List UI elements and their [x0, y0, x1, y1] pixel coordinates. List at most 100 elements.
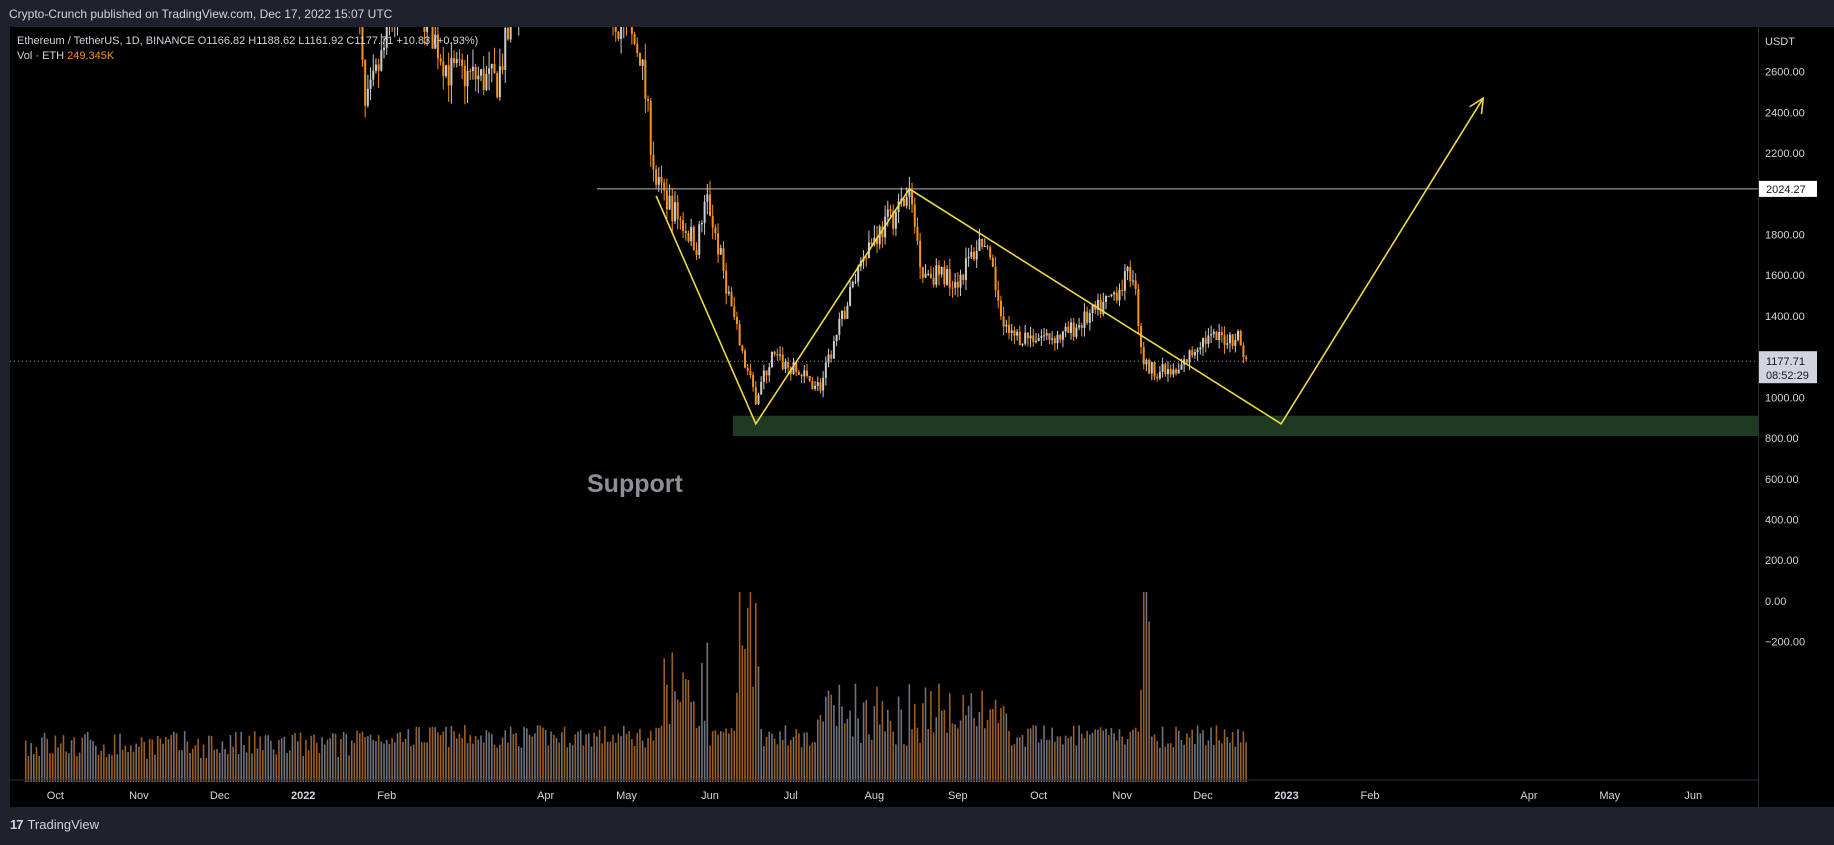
candle-body — [385, 27, 388, 48]
volume-bar — [701, 662, 703, 782]
volume-bar — [229, 735, 232, 782]
volume-bar — [905, 745, 908, 782]
candle-body — [835, 334, 838, 342]
volume-bar — [1167, 743, 1169, 782]
volume-bar — [313, 734, 315, 782]
volume-bar — [415, 726, 418, 782]
volume-bar — [574, 734, 577, 782]
candle-body — [886, 209, 889, 217]
support-zone — [733, 415, 1758, 437]
volume-bar — [940, 710, 943, 782]
y-tick-label: 1400.00 — [1765, 311, 1805, 323]
volume-bar — [46, 738, 49, 782]
hline-price-tag — [1759, 180, 1817, 197]
candle-body — [1231, 334, 1234, 346]
volume-bar — [806, 732, 808, 782]
candle-body — [913, 204, 916, 227]
volume-bar — [913, 703, 916, 782]
volume-bar — [781, 739, 784, 782]
candle-body — [894, 212, 897, 229]
volume-bar — [825, 696, 827, 782]
volume-bar — [544, 729, 547, 782]
volume-bar — [84, 734, 86, 782]
volume-bar — [1110, 728, 1113, 782]
candle-body — [870, 242, 873, 245]
volume-bar — [633, 745, 636, 782]
volume-bar — [423, 742, 426, 782]
volume-bar — [631, 738, 633, 782]
volume-bar — [404, 738, 407, 782]
candle-body — [458, 59, 461, 61]
volume-bar — [528, 734, 531, 782]
candle-body — [970, 251, 973, 257]
volume-bar — [671, 652, 674, 782]
candle-body — [946, 269, 949, 285]
volume-bar — [1229, 742, 1231, 782]
candle-body — [493, 64, 496, 74]
candle-body — [641, 59, 644, 66]
candle-body — [881, 226, 884, 238]
candle-body — [795, 362, 798, 372]
volume-bar — [224, 749, 226, 782]
candle-body — [738, 323, 741, 346]
volume-bar — [369, 734, 372, 782]
volume-bar — [730, 728, 733, 782]
volume-bar — [1008, 730, 1010, 782]
candle-body — [714, 227, 717, 234]
volume-bar — [612, 735, 614, 782]
volume-bar — [967, 705, 970, 782]
x-tick-label: May — [1599, 790, 1620, 802]
publisher-text: Crypto-Crunch published on TradingView.c… — [9, 7, 393, 21]
candle-body — [760, 381, 763, 395]
volume-bar — [30, 743, 32, 782]
volume-bar — [1129, 731, 1132, 782]
candle-body — [614, 27, 617, 32]
candle-body — [843, 310, 846, 319]
volume-bar — [496, 747, 498, 782]
candle-body — [1145, 360, 1148, 365]
volume-bar — [628, 731, 630, 782]
price-axis[interactable] — [1758, 27, 1834, 807]
volume-layer — [24, 592, 1247, 782]
candle-body — [690, 227, 693, 242]
candle-body — [1207, 335, 1210, 344]
volume-bar — [846, 718, 849, 782]
volume-bar — [453, 731, 455, 782]
candle-body — [1193, 352, 1196, 356]
volume-bar — [596, 736, 598, 782]
volume-bar — [1223, 729, 1226, 782]
volume-bar — [1188, 737, 1191, 782]
candle-body — [463, 65, 466, 87]
x-tick-label: Nov — [129, 790, 149, 802]
candle-body — [929, 273, 932, 278]
y-axis-unit: USDT — [1765, 36, 1795, 48]
candle-body — [964, 258, 967, 280]
brand[interactable]: 17 TradingView — [10, 817, 99, 832]
candle-body — [876, 237, 879, 245]
volume-bar — [822, 721, 824, 782]
candle-body — [846, 305, 849, 319]
volume-bar — [811, 742, 814, 782]
volume-bar — [854, 683, 857, 782]
volume-bar — [70, 740, 73, 782]
volume-bar — [477, 739, 480, 782]
candle-body — [466, 70, 469, 87]
volume-bar — [202, 744, 205, 782]
candle-body — [617, 31, 620, 39]
volume-bar — [666, 684, 668, 782]
volume-bar — [450, 726, 453, 782]
volume-bar — [593, 732, 595, 782]
volume-bar — [1048, 739, 1051, 782]
candle-body — [1032, 335, 1035, 343]
volume-bar — [361, 731, 364, 782]
volume-bar — [684, 679, 687, 782]
volume-bar — [903, 744, 905, 782]
legend-volume-line: Vol · ETH 249.345K — [17, 49, 478, 64]
volume-bar — [445, 726, 447, 782]
volume-bar — [429, 727, 431, 782]
volume-bar — [676, 699, 679, 782]
candle-body — [1088, 313, 1091, 323]
support-label: Support — [587, 470, 683, 498]
candle-body — [735, 317, 738, 324]
